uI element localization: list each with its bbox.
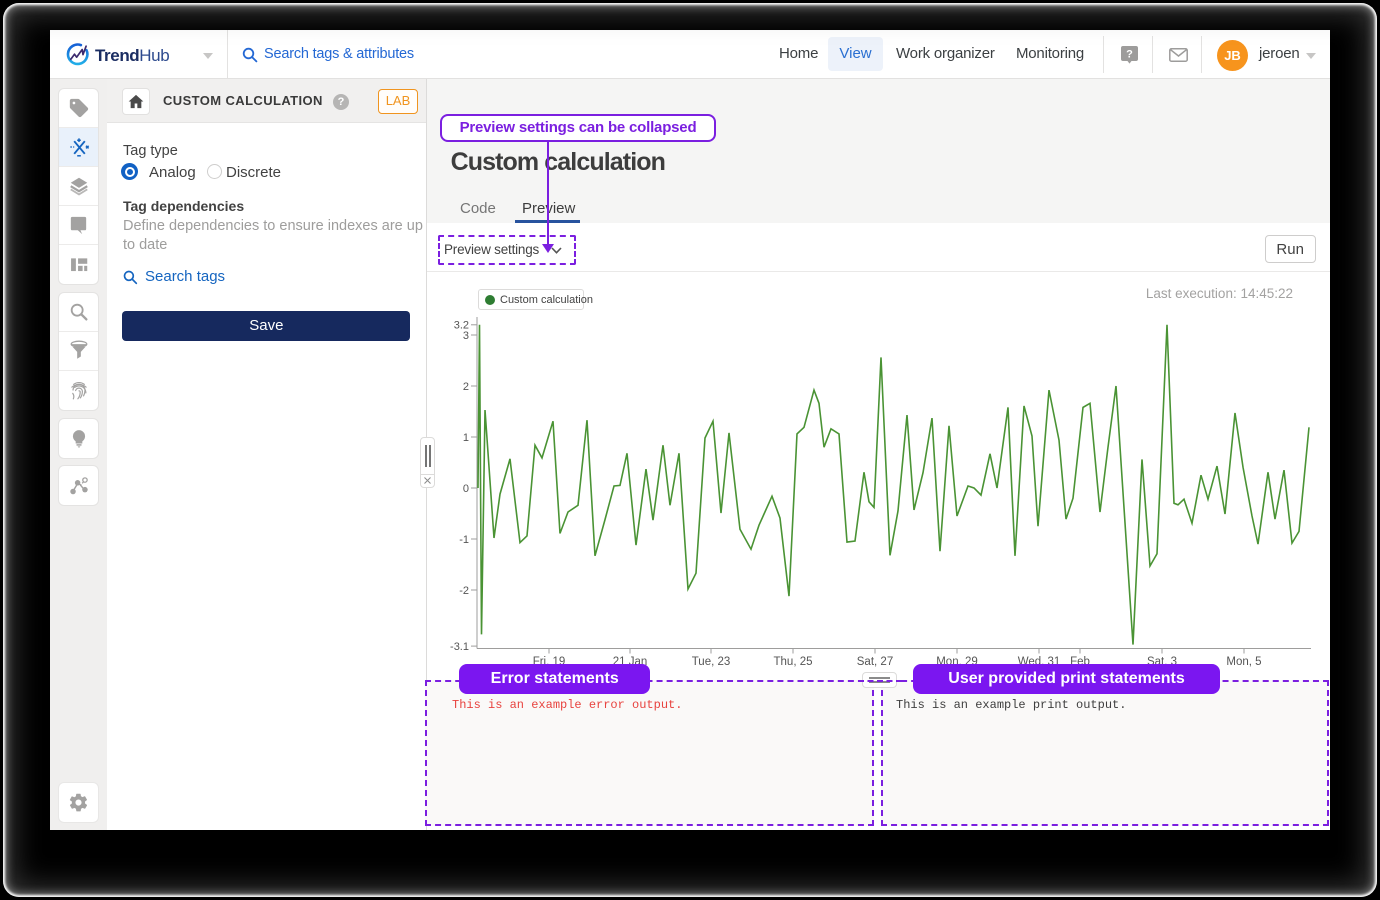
svg-text:1: 1 bbox=[463, 432, 469, 444]
svg-text:2: 2 bbox=[463, 381, 469, 393]
svg-text:Sat, 27: Sat, 27 bbox=[857, 656, 893, 668]
svg-text:-1: -1 bbox=[459, 534, 469, 546]
svg-text:3.2: 3.2 bbox=[454, 320, 469, 332]
svg-text:Mon, 5: Mon, 5 bbox=[1226, 656, 1261, 668]
svg-text:3: 3 bbox=[463, 330, 469, 342]
svg-text:-2: -2 bbox=[459, 585, 469, 597]
svg-text:Thu, 25: Thu, 25 bbox=[774, 656, 813, 668]
svg-text:Tue, 23: Tue, 23 bbox=[692, 656, 731, 668]
svg-text:-3.1: -3.1 bbox=[450, 641, 469, 653]
svg-text:0: 0 bbox=[463, 483, 469, 495]
svg-text:?: ? bbox=[1126, 49, 1133, 61]
